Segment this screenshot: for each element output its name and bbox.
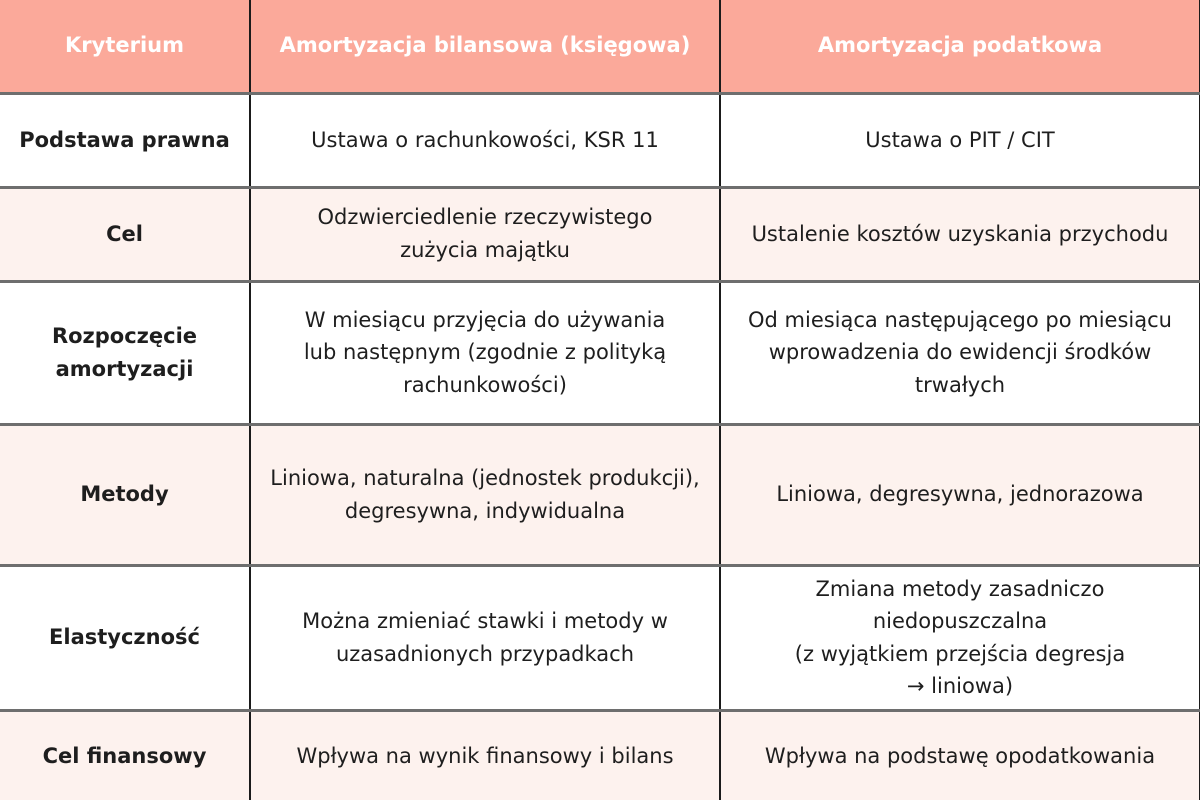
table-row-cel: Cel Odzwierciedlenie rzeczywistego zużyc… <box>0 185 1200 281</box>
header-cell-amortyzacja-podatkowa: Amortyzacja podatkowa <box>719 0 1200 93</box>
table-row-rozpoczecie-amortyzacji: Rozpoczęcie amortyzacji W miesiącu przyj… <box>0 279 1200 424</box>
criterion-cell: Rozpoczęcie amortyzacji <box>0 279 250 424</box>
bilansowa-cell: Liniowa, naturalna (jednostek produkcji)… <box>249 422 720 565</box>
criterion-cell: Cel finansowy <box>0 708 250 800</box>
bilansowa-cell: Odzwierciedlenie rzeczywistego zużycia m… <box>249 185 720 281</box>
criterion-cell: Podstawa prawna <box>0 91 250 187</box>
header-cell-amortyzacja-bilansowa: Amortyzacja bilansowa (księgowa) <box>249 0 720 93</box>
table-header-row: Kryterium Amortyzacja bilansowa (księgow… <box>0 0 1200 93</box>
criterion-cell: Cel <box>0 185 250 281</box>
bilansowa-cell: Wpływa na wynik finansowy i bilans <box>249 708 720 800</box>
bilansowa-cell: Ustawa o rachunkowości, KSR 11 <box>249 91 720 187</box>
podatkowa-cell: Ustalenie kosztów uzyskania przychodu <box>719 185 1200 281</box>
table-row-cel-finansowy: Cel finansowy Wpływa na wynik finansowy … <box>0 708 1200 800</box>
bilansowa-cell: Można zmieniać stawki i metody w uzasadn… <box>249 563 720 711</box>
header-cell-kryterium: Kryterium <box>0 0 250 93</box>
table-row-metody: Metody Liniowa, naturalna (jednostek pro… <box>0 422 1200 565</box>
podatkowa-cell: Zmiana metody zasadniczo niedopuszczalna… <box>719 563 1200 711</box>
criterion-cell: Metody <box>0 422 250 565</box>
table-row-podstawa-prawna: Podstawa prawna Ustawa o rachunkowości, … <box>0 91 1200 187</box>
podatkowa-cell: Od miesiąca następującego po miesiącu wp… <box>719 279 1200 424</box>
podatkowa-cell: Ustawa o PIT / CIT <box>719 91 1200 187</box>
podatkowa-cell: Liniowa, degresywna, jednorazowa <box>719 422 1200 565</box>
bilansowa-cell: W miesiącu przyjęcia do używania lub nas… <box>249 279 720 424</box>
table-row-elastycznosc: Elastyczność Można zmieniać stawki i met… <box>0 563 1200 711</box>
podatkowa-cell: Wpływa na podstawę opodatkowania <box>719 708 1200 800</box>
criterion-cell: Elastyczność <box>0 563 250 711</box>
